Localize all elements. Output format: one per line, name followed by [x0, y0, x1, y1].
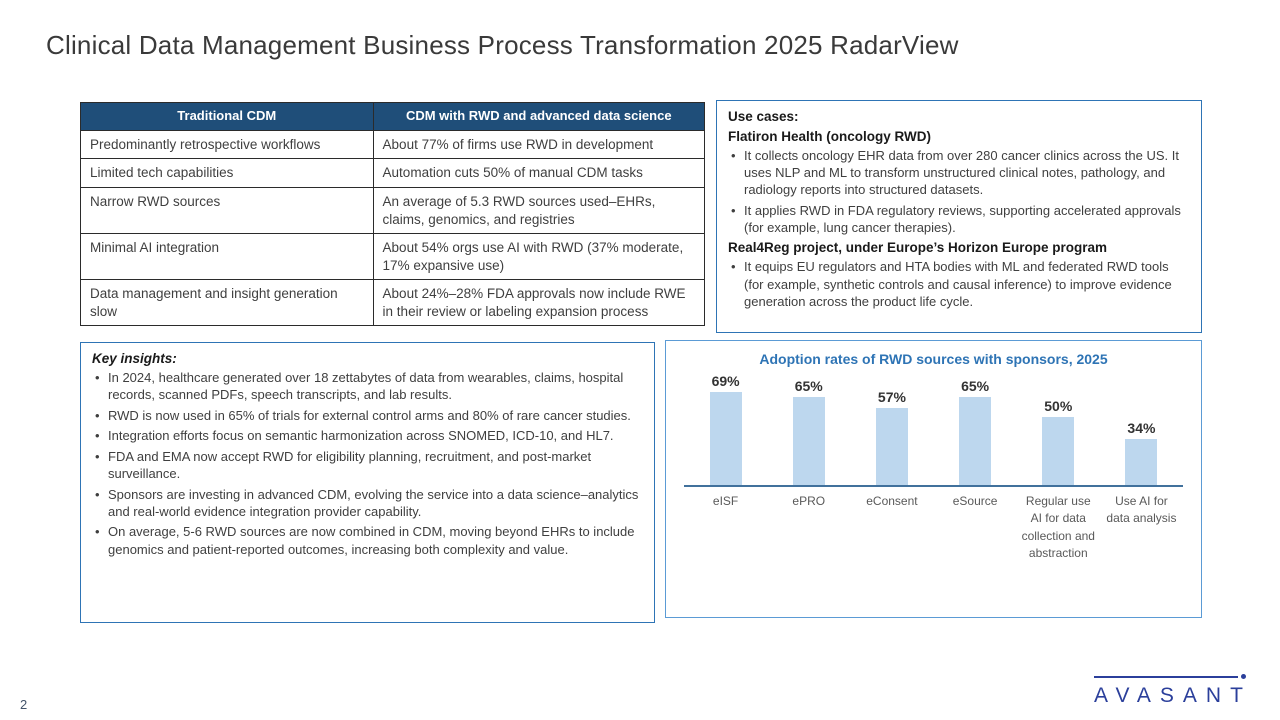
page-title: Clinical Data Management Business Proces… — [46, 30, 959, 60]
bar-value-label: 57% — [877, 389, 906, 405]
logo-line — [1094, 675, 1238, 678]
table-cell: About 77% of firms use RWD in developmen… — [372, 129, 706, 160]
bar — [1125, 439, 1158, 485]
bar — [792, 397, 825, 485]
key-insights-bullets: In 2024, healthcare generated over 18 ze… — [92, 369, 643, 558]
bar-value-label: 50% — [1044, 398, 1073, 414]
chart-categories: eISF ePRO eConsent eSource Regular use AI fo… — [684, 493, 1183, 563]
comparison-table-head: Traditional CDM CDM with RWD and advance… — [80, 102, 706, 131]
page-number: 2 — [20, 697, 28, 712]
logo-dot-icon — [1241, 674, 1246, 679]
category-label: eISF — [712, 494, 739, 508]
bullet-item: RWD is now used in 65% of trials for ext… — [92, 407, 643, 425]
table-cell: About 54% orgs use AI with RWD (37% mode… — [372, 233, 706, 281]
use-case-subheading: Flatiron Health (oncology RWD) — [728, 128, 931, 144]
table-cell: Limited tech capabilities — [80, 158, 374, 188]
bar — [875, 408, 908, 485]
avasant-logo: AVASANT — [1094, 674, 1246, 708]
use-cases-sections: Flatiron Health (oncology RWD) It collect… — [728, 128, 1190, 310]
chart-panel: Adoption rates of RWD sources with spons… — [665, 340, 1202, 618]
table-header-traditional-cdm: Traditional CDM — [80, 102, 374, 131]
bar — [1042, 417, 1075, 485]
table-row: Narrow RWD sources An average of 5.3 RWD … — [80, 186, 706, 235]
table-row: Limited tech capabilities Automation cuts… — [80, 158, 706, 188]
table-row: Predominantly retrospective workflows Abo… — [80, 129, 706, 160]
use-cases-heading: Use cases: — [728, 109, 799, 124]
table-cell: Automation cuts 50% of manual CDM tasks — [372, 158, 706, 188]
category-label: Use AI for data analysis — [1106, 494, 1177, 526]
bullet-item: It collects oncology EHR data from over … — [728, 147, 1190, 199]
table-cell: Minimal AI integration — [80, 233, 374, 281]
table-cell: Data management and insight generation s… — [80, 279, 374, 327]
chart-bars: 69% 65% 57% 65% 50% 34% — [684, 371, 1183, 487]
bar-value-label: 65% — [794, 378, 823, 394]
bullet-item: It equips EU regulators and HTA bodies w… — [728, 258, 1190, 310]
bar-column: 34% — [1100, 420, 1183, 485]
bar-column: 57% — [850, 389, 933, 485]
bullet-item: In 2024, healthcare generated over 18 ze… — [92, 369, 643, 404]
comparison-table-body: Predominantly retrospective workflows Abo… — [80, 129, 706, 327]
bar-column: 65% — [934, 378, 1017, 485]
table-cell: An average of 5.3 RWD sources used–EHRs,… — [372, 186, 706, 235]
logo-rule-icon — [1094, 674, 1246, 679]
table-header-cdm-rwd: CDM with RWD and advanced data science — [372, 102, 706, 131]
use-cases-panel: Use cases: Flatiron Health (oncology RWD… — [716, 100, 1202, 333]
bar — [959, 397, 992, 485]
bar-column: 69% — [684, 373, 767, 485]
bullet-item: FDA and EMA now accept RWD for eligibili… — [92, 448, 643, 483]
logo-text: AVASANT — [1094, 684, 1252, 707]
bar-value-label: 65% — [961, 378, 990, 394]
bar-value-label: 69% — [711, 373, 740, 389]
bar-column: 50% — [1017, 398, 1100, 485]
bar-value-label: 34% — [1127, 420, 1156, 436]
table-header-row: Traditional CDM CDM with RWD and advance… — [80, 102, 706, 131]
table-cell: Predominantly retrospective workflows — [80, 129, 374, 160]
key-insights-panel: Key insights: In 2024, healthcare genera… — [80, 342, 655, 623]
category-label: eSource — [952, 494, 998, 508]
key-insights-heading: Key insights: — [92, 351, 177, 366]
use-case-subheading: Real4Reg project, under Europe’s Horizon… — [728, 240, 1108, 256]
table-row: Data management and insight generation s… — [80, 279, 706, 327]
chart-title: Adoption rates of RWD sources with spons… — [759, 351, 1108, 367]
comparison-table: Traditional CDM CDM with RWD and advance… — [80, 102, 706, 327]
use-case-bullets: It equips EU regulators and HTA bodies w… — [728, 258, 1190, 310]
table-row: Minimal AI integration About 54% orgs use… — [80, 233, 706, 281]
category-label: Regular use AI for data collection and a… — [1021, 494, 1095, 561]
bar — [709, 392, 742, 485]
bullet-item: On average, 5-6 RWD sources are now comb… — [92, 523, 643, 558]
bullet-item: Sponsors are investing in advanced CDM, … — [92, 486, 643, 521]
table-cell: Narrow RWD sources — [80, 186, 374, 235]
table-cell: About 24%–28% FDA approvals now include … — [372, 279, 706, 327]
use-case-bullets: It collects oncology EHR data from over … — [728, 147, 1190, 236]
category-label: ePRO — [792, 494, 826, 508]
category-label: eConsent — [866, 494, 918, 508]
bullet-item: Integration efforts focus on semantic ha… — [92, 427, 643, 445]
bullet-item: It applies RWD in FDA regulatory reviews… — [728, 202, 1190, 237]
bar-column: 65% — [767, 378, 850, 485]
